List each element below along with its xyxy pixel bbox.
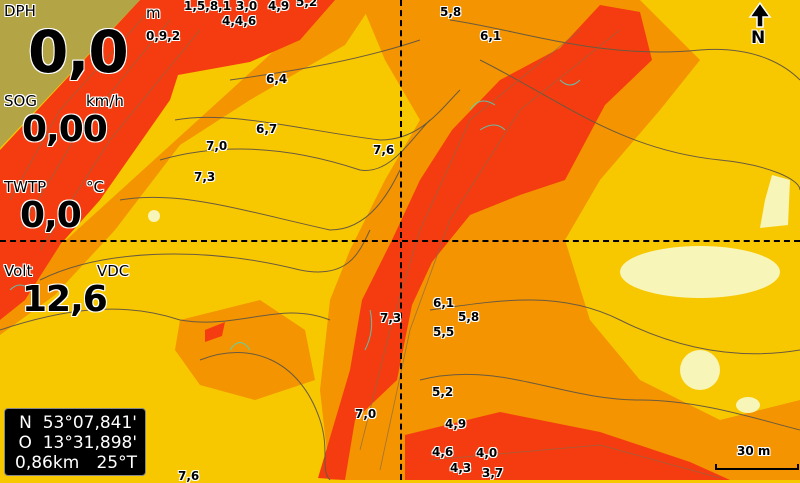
sog-value: 0,00 xyxy=(22,109,108,150)
cursor-position-panel: N 53°07,841' O 13°31,898' 0,86km 25°T xyxy=(4,408,146,476)
depth-sounding-label: 4,4,6 xyxy=(222,14,257,28)
depth-sounding-label: 7,3 xyxy=(194,170,216,184)
water-temp-value: 0,0 xyxy=(20,195,82,236)
depth-sounding-label: 5,2 xyxy=(296,0,318,9)
depth-sounding-label: 7,6 xyxy=(178,469,200,483)
vegetation-marks xyxy=(9,79,581,351)
depth-sounding-label: 4,3 xyxy=(450,461,472,475)
cursor-longitude: O 13°31,898' xyxy=(18,433,137,453)
depth-sounding-label: 6,7 xyxy=(256,122,278,136)
depth-sounding-label: 7,0 xyxy=(206,139,228,153)
water-temp-unit: °C xyxy=(86,178,104,196)
cursor-crosshair-vertical xyxy=(400,0,402,480)
voltage-value: 12,6 xyxy=(22,279,108,320)
depth-sounding-label: 1,5,8,1 xyxy=(184,0,232,13)
scale-bar-line xyxy=(715,464,799,470)
cursor-bearing: 25°T xyxy=(96,453,137,473)
shallow-area xyxy=(0,0,335,320)
sog-label: SOG xyxy=(4,92,37,110)
depth-sounding-label: 6,1 xyxy=(433,296,455,310)
very-deep-area xyxy=(620,246,780,298)
depth-sounding-label: 5,2 xyxy=(432,385,454,399)
cursor-distance: 0,86km xyxy=(15,453,80,473)
depth-value: 0,0 xyxy=(28,18,129,86)
depth-sounding-label: 6,4 xyxy=(266,72,288,86)
depth-sounding-label: 5,8 xyxy=(458,310,480,324)
depth-sounding-label: 4,9 xyxy=(268,0,290,13)
voltage-unit: VDC xyxy=(97,262,130,280)
very-deep-area xyxy=(680,350,720,390)
north-indicator[interactable]: N xyxy=(748,1,772,50)
depth-sounding-label: 6,1 xyxy=(480,29,502,43)
shallow-area xyxy=(318,5,652,480)
very-deep-area xyxy=(148,210,160,222)
depth-contours xyxy=(0,19,800,480)
depth-sounding-label: 7,3 xyxy=(380,311,402,325)
shallow-area xyxy=(405,412,730,480)
depth-sounding-label: 0,9,2 xyxy=(146,29,181,43)
shallow-area xyxy=(205,322,225,342)
north-label: N xyxy=(751,28,766,48)
water-temp-label: TWTP xyxy=(4,178,47,196)
mid-depth-area xyxy=(0,0,375,335)
depth-label: DPH xyxy=(4,2,36,20)
depth-unit: m xyxy=(146,4,161,22)
very-deep-area xyxy=(760,175,790,228)
depth-sounding-label: 5,5 xyxy=(433,325,455,339)
north-arrow-icon xyxy=(748,1,772,28)
mid-depth-area xyxy=(175,300,315,400)
cursor-latitude: N 53°07,841' xyxy=(19,413,137,433)
scale-bar: 30 m xyxy=(713,444,799,470)
depth-sounding-label: 4,9 xyxy=(445,417,467,431)
depth-sounding-label: 4,0 xyxy=(476,446,498,460)
land-area xyxy=(0,0,140,148)
shallow-contours xyxy=(9,9,721,479)
sog-unit: km/h xyxy=(86,92,124,110)
scale-label: 30 m xyxy=(737,444,771,458)
depth-sounding-label: 7,6 xyxy=(373,143,395,157)
depth-sounding-label: 5,8 xyxy=(440,5,462,19)
depth-sounding-label: 3,0 xyxy=(236,0,258,13)
depth-sounding-label: 3,7 xyxy=(482,466,504,480)
very-deep-area xyxy=(736,397,760,413)
voltage-label: Volt xyxy=(4,262,33,280)
depth-sounding-label: 7,0 xyxy=(355,407,377,421)
depth-sounding-label: 4,6 xyxy=(432,445,454,459)
